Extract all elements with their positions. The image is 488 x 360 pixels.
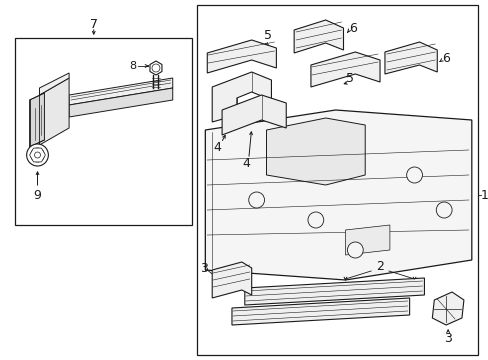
- Circle shape: [27, 144, 48, 166]
- Circle shape: [406, 167, 422, 183]
- Text: 4: 4: [243, 157, 250, 170]
- Text: 3: 3: [200, 261, 208, 274]
- Polygon shape: [40, 73, 69, 95]
- Polygon shape: [212, 72, 271, 122]
- Polygon shape: [69, 78, 172, 105]
- Polygon shape: [222, 95, 285, 135]
- Text: 9: 9: [34, 189, 41, 202]
- Text: 5: 5: [346, 72, 354, 85]
- Bar: [197, 5, 477, 355]
- Text: 3: 3: [443, 332, 451, 345]
- Circle shape: [31, 148, 44, 162]
- Polygon shape: [212, 262, 251, 298]
- Circle shape: [35, 152, 41, 158]
- Polygon shape: [231, 298, 409, 325]
- Circle shape: [435, 202, 451, 218]
- Polygon shape: [244, 278, 424, 305]
- Circle shape: [152, 64, 160, 72]
- Polygon shape: [30, 148, 45, 162]
- Text: 6: 6: [441, 51, 449, 64]
- Polygon shape: [294, 20, 343, 53]
- Text: 5: 5: [264, 28, 272, 41]
- Polygon shape: [150, 61, 162, 75]
- Text: 7: 7: [90, 18, 98, 31]
- Polygon shape: [205, 110, 471, 280]
- Circle shape: [307, 212, 323, 228]
- Text: 2: 2: [375, 261, 383, 274]
- Text: 6: 6: [349, 22, 357, 35]
- Polygon shape: [30, 93, 44, 147]
- Polygon shape: [207, 40, 276, 73]
- Polygon shape: [69, 88, 172, 117]
- Text: 1: 1: [480, 189, 488, 202]
- Text: 8: 8: [129, 61, 137, 71]
- Polygon shape: [310, 52, 379, 87]
- Circle shape: [347, 242, 363, 258]
- Polygon shape: [266, 118, 365, 185]
- Polygon shape: [345, 225, 389, 255]
- Polygon shape: [431, 292, 463, 325]
- Polygon shape: [40, 78, 69, 145]
- Text: 4: 4: [213, 140, 221, 153]
- Polygon shape: [384, 42, 436, 74]
- Circle shape: [248, 192, 264, 208]
- Bar: [15, 38, 192, 225]
